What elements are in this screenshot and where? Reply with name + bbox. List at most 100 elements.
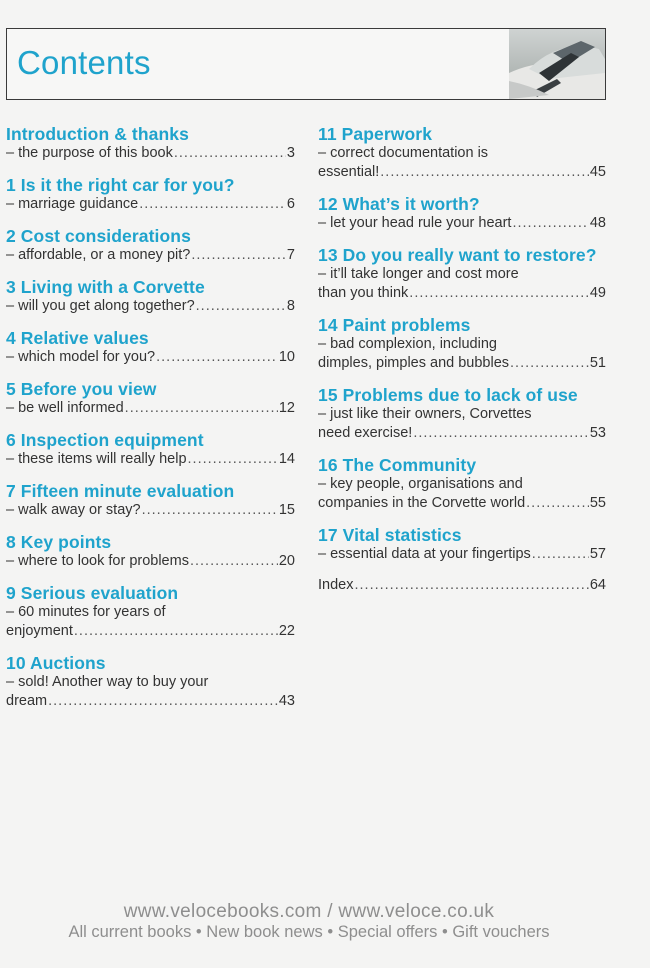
toc-entry[interactable]: 12 What’s it worth? – let your head rule … <box>318 194 606 233</box>
toc-entry[interactable]: 5 Before you view– be well informed 12 <box>6 379 295 418</box>
dot-leader <box>510 354 589 373</box>
dot-leader <box>190 552 278 571</box>
toc-page-number: 10 <box>278 349 295 365</box>
toc-entry-description: – essential data at your fingertips 57 <box>318 545 606 564</box>
toc-description-line: – walk away or stay? <box>6 502 141 518</box>
toc-description-line: – essential data at your fingertips <box>318 546 531 562</box>
toc-entry[interactable]: Index 64 <box>318 576 606 595</box>
toc-entry[interactable]: 9 Serious evaluation – 60 minutes for yea… <box>6 583 295 641</box>
toc-leader-line: – marriage guidance 6 <box>6 195 295 214</box>
toc-entry[interactable]: 10 Auctions – sold! Another way to buy yo… <box>6 653 295 711</box>
toc-page-number: 51 <box>589 355 606 371</box>
toc-entry-title: 2 Cost considerations <box>6 226 191 246</box>
toc-description-line: – will you get along together? <box>6 298 195 314</box>
toc-entry-description: – where to look for problems 20 <box>6 552 295 571</box>
dot-leader <box>174 144 286 163</box>
toc-entry-description: – walk away or stay? 15 <box>6 501 295 520</box>
footer-websites: www.velocebooks.com / www.veloce.co.uk <box>123 901 495 922</box>
toc-leader-line: – essential data at your fingertips 57 <box>318 545 606 564</box>
toc-entry-description: – just like their owners, Corvettes need … <box>318 405 606 443</box>
toc-entry[interactable]: 14 Paint problems – bad complexion, inclu… <box>318 315 606 373</box>
toc-leader-line: essential! 45 <box>318 163 606 182</box>
toc-page-number: 12 <box>278 400 295 416</box>
toc-description-line: – 60 minutes for years of <box>6 604 166 620</box>
dot-leader <box>74 622 278 641</box>
toc-description-line: – marriage guidance <box>6 196 139 212</box>
toc-page-number: 64 <box>589 577 606 593</box>
toc-description-line: – just like their owners, Corvettes <box>318 406 532 422</box>
toc-entry[interactable]: 3 Living with a Corvette – will you get a… <box>6 277 295 316</box>
toc-entry-title: 11 Paperwork <box>318 124 433 144</box>
footer-tagline: All current books • New book news • Spec… <box>68 923 550 941</box>
toc-leader-line: need exercise! 53 <box>318 424 606 443</box>
toc-entry-title: 8 Key points <box>6 532 112 552</box>
toc-entry-description: – 60 minutes for years of enjoyment 22 <box>6 603 295 641</box>
toc-description-line: – where to look for problems <box>6 553 189 569</box>
dot-leader <box>526 494 589 513</box>
toc-entry-description: – will you get along together? 8 <box>6 297 295 316</box>
toc-entry-title: 6 Inspection equipment <box>6 430 204 450</box>
toc-entry-description: – correct documentation is essential! 45 <box>318 144 606 182</box>
toc-entry[interactable]: 8 Key points – where to look for problems… <box>6 532 295 571</box>
dot-leader <box>354 576 588 595</box>
contents-right-column: 11 Paperwork – correct documentation is es… <box>318 124 606 607</box>
toc-description-line: – bad complexion, including <box>318 336 497 352</box>
toc-entry-description: – which model for you? 10 <box>6 348 295 367</box>
toc-leader-line: – affordable, or a money pit? 7 <box>6 246 295 265</box>
toc-description-line: – be well informed <box>6 400 124 416</box>
dot-leader <box>196 297 286 316</box>
dot-leader <box>191 246 286 265</box>
toc-page-number: 55 <box>589 495 606 511</box>
toc-description-line: companies in the Corvette world <box>318 495 526 511</box>
toc-page-number: 15 <box>278 502 295 518</box>
toc-entry-description: – it’ll take longer and cost more than yo… <box>318 265 606 303</box>
contents-header: Contents <box>6 28 606 100</box>
toc-page-number: 20 <box>278 553 295 569</box>
toc-entry[interactable]: 13 Do you really want to restore? – it’ll… <box>318 245 606 303</box>
toc-description-line: – affordable, or a money pit? <box>6 247 191 263</box>
toc-entry[interactable]: Introduction & thanks – the purpose of th… <box>6 124 295 163</box>
toc-description-line: – it’ll take longer and cost more <box>318 266 519 282</box>
toc-entry-description: – let your head rule your heart 48 <box>318 214 606 233</box>
toc-description-line: dream <box>6 693 48 709</box>
toc-entry-title: 1 Is it the right car for you? <box>6 175 235 195</box>
toc-entry[interactable]: 16 The Community – key people, organisati… <box>318 455 606 513</box>
toc-leader-line: companies in the Corvette world 55 <box>318 494 606 513</box>
toc-entry-title: 15 Problems due to lack of use <box>318 385 578 405</box>
toc-entry[interactable]: 1 Is it the right car for you? – marriage… <box>6 175 295 214</box>
toc-entry[interactable]: 4 Relative values– which model for you? 1… <box>6 328 295 367</box>
toc-description-line: dimples, pimples and bubbles <box>318 355 510 371</box>
toc-description-line: – correct documentation is <box>318 145 489 161</box>
toc-entry-title: 3 Living with a Corvette <box>6 277 205 297</box>
toc-entry-title: 16 The Community <box>318 455 477 475</box>
toc-description-line: – the purpose of this book <box>6 145 173 161</box>
toc-entry-title: 17 Vital statistics <box>318 525 462 545</box>
toc-entry[interactable]: 11 Paperwork – correct documentation is es… <box>318 124 606 182</box>
toc-entry[interactable]: 2 Cost considerations – affordable, or a … <box>6 226 295 265</box>
page-title: Contents <box>17 44 151 81</box>
toc-page-number: 3 <box>286 145 295 161</box>
toc-entry[interactable]: 17 Vital statistics – essential data at y… <box>318 525 606 564</box>
contents-left-column: Introduction & thanks – the purpose of th… <box>6 124 295 723</box>
toc-page-number: 6 <box>286 196 295 212</box>
toc-entry-title: 9 Serious evaluation <box>6 583 179 603</box>
dot-leader <box>48 692 278 711</box>
toc-entry-title: 12 What’s it worth? <box>318 194 480 214</box>
toc-entry[interactable]: 6 Inspection equipment – these items will… <box>6 430 295 469</box>
toc-entry-description: – the purpose of this book 3 <box>6 144 295 163</box>
dot-leader <box>188 450 278 469</box>
toc-page-number: 49 <box>589 285 606 301</box>
dot-leader <box>156 348 278 367</box>
toc-leader-line: – the purpose of this book 3 <box>6 144 295 163</box>
toc-page-number: 7 <box>286 247 295 263</box>
toc-entry-title: 13 Do you really want to restore? <box>318 245 597 265</box>
toc-entry[interactable]: 7 Fifteen minute evaluation – walk away o… <box>6 481 295 520</box>
dot-leader <box>142 501 278 520</box>
toc-description-line: – which model for you? <box>6 349 156 365</box>
toc-leader-line: – these items will really help 14 <box>6 450 295 469</box>
toc-description-line: – these items will really help <box>6 451 187 467</box>
toc-entry[interactable]: 15 Problems due to lack of use – just lik… <box>318 385 606 443</box>
toc-entry-title: 7 Fifteen minute evaluation <box>6 481 235 501</box>
toc-page-number: 22 <box>278 623 295 639</box>
toc-description-line: – sold! Another way to buy your <box>6 674 209 690</box>
